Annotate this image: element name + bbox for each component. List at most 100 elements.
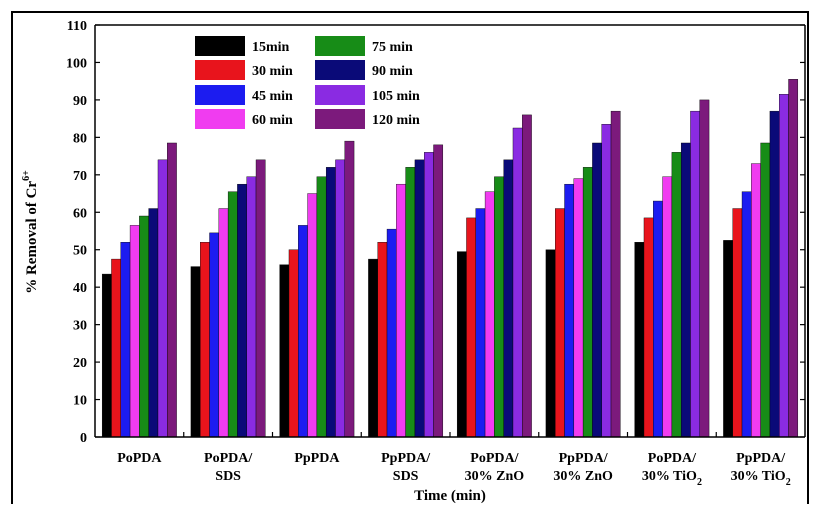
chart-frame — [11, 11, 809, 504]
bar — [316, 176, 327, 438]
bar — [218, 208, 229, 438]
legend-swatch — [315, 85, 365, 105]
x-tick-label-line: PpPDA/ — [559, 451, 609, 466]
x-tick-label-subscript: 2 — [697, 477, 702, 488]
bar — [494, 176, 504, 438]
bar — [601, 124, 612, 438]
x-tick-label-line: 30% TiO — [642, 469, 697, 484]
y-axis-title-superscript: 6+ — [21, 170, 32, 181]
bar — [368, 258, 378, 438]
x-tick-label-line: PoPDA/ — [470, 451, 519, 466]
legend-swatch — [195, 60, 245, 80]
bar — [741, 191, 752, 438]
legend-label: 120 min — [372, 113, 420, 128]
bar — [424, 152, 434, 438]
bar — [167, 142, 177, 438]
x-tick-label: PpPDA — [294, 451, 340, 466]
y-axis-title: % Removal of Cr6+ — [21, 170, 40, 294]
bar — [279, 264, 290, 438]
bar — [190, 266, 201, 438]
bar — [255, 159, 266, 438]
bar — [298, 225, 308, 438]
bar — [475, 208, 486, 438]
bar — [732, 208, 743, 438]
legend-label: 30 min — [252, 64, 293, 79]
bar — [237, 183, 247, 438]
bar — [671, 152, 682, 438]
x-tick-label-line: PpPDA/ — [381, 451, 431, 466]
x-tick-label-line: PoPDA/ — [648, 451, 697, 466]
y-tick-label: 40 — [73, 281, 87, 296]
x-tick-label-subscript: 2 — [786, 477, 791, 488]
x-tick-label-line: PpPDA — [294, 451, 340, 466]
x-tick-label: PpPDA/SDS — [381, 451, 431, 484]
y-axis-title-main: % Removal of Cr — [24, 181, 40, 294]
y-tick-label: 70 — [73, 169, 87, 184]
bar — [335, 159, 345, 438]
bar — [760, 142, 771, 438]
legend-label: 105 min — [372, 89, 420, 104]
bar — [522, 114, 532, 438]
legend-label: 75 min — [372, 40, 413, 55]
y-tick-label: 50 — [73, 244, 87, 259]
x-tick-label: PpPDA/30% ZnO — [553, 451, 613, 484]
x-tick-label-line: PoPDA — [117, 451, 162, 466]
bar — [466, 217, 476, 438]
bar — [246, 176, 257, 438]
legend-label: 90 min — [372, 64, 413, 79]
y-tick-label: 0 — [80, 431, 87, 446]
bar — [101, 273, 112, 438]
bar — [377, 242, 388, 438]
legend-swatch — [195, 36, 245, 56]
y-tick-label: 60 — [73, 206, 87, 221]
y-tick-label: 20 — [73, 356, 87, 371]
bar — [573, 178, 584, 438]
legend-label: 60 min — [252, 113, 293, 128]
bar — [414, 159, 425, 438]
x-tick-label: PoPDA/30% TiO2 — [642, 451, 702, 488]
bar — [751, 163, 761, 438]
x-tick-label: PoPDA/SDS — [204, 451, 253, 484]
bar — [512, 127, 523, 438]
bar — [396, 183, 406, 438]
bar — [120, 242, 131, 438]
x-tick-label: PpPDA/30% TiO2 — [731, 451, 791, 488]
bar — [564, 183, 575, 438]
bars-group — [101, 79, 799, 438]
legend-label: 15min — [252, 40, 290, 55]
bar — [344, 140, 355, 438]
bar — [200, 242, 210, 438]
legend-swatch — [315, 60, 365, 80]
bar — [643, 217, 654, 438]
x-ticks-group: PoPDA PoPDA/SDS PpPDA PpPDA/SDS PoPDA/30% Zn… — [117, 432, 791, 488]
legend-label: 45 min — [252, 89, 293, 104]
bar — [405, 167, 416, 438]
y-tick-label: 30 — [73, 319, 87, 334]
bar — [769, 110, 780, 438]
bar — [209, 232, 220, 438]
y-tick-label: 90 — [73, 94, 87, 109]
x-axis-title: Time (min) — [414, 488, 486, 504]
x-tick-label: PoPDA — [117, 451, 162, 466]
x-tick-label-line: 30% TiO — [731, 469, 786, 484]
legend-swatch — [195, 109, 245, 129]
legend-swatch — [315, 109, 365, 129]
x-tick-label-line: SDS — [393, 469, 419, 484]
bar — [699, 99, 710, 438]
x-tick-label-line: PpPDA/ — [736, 451, 786, 466]
bar — [545, 249, 556, 438]
bar — [779, 94, 789, 438]
bar — [662, 176, 673, 438]
legend-swatch — [315, 36, 365, 56]
x-tick-label-line: PoPDA/ — [204, 451, 253, 466]
bar — [723, 240, 733, 438]
y-tick-label: 80 — [73, 131, 87, 146]
bar — [788, 79, 799, 438]
bar — [555, 208, 565, 438]
bar — [456, 251, 467, 438]
legend-swatch — [195, 85, 245, 105]
bar — [690, 110, 700, 438]
bar — [582, 167, 593, 438]
bar — [139, 215, 149, 438]
